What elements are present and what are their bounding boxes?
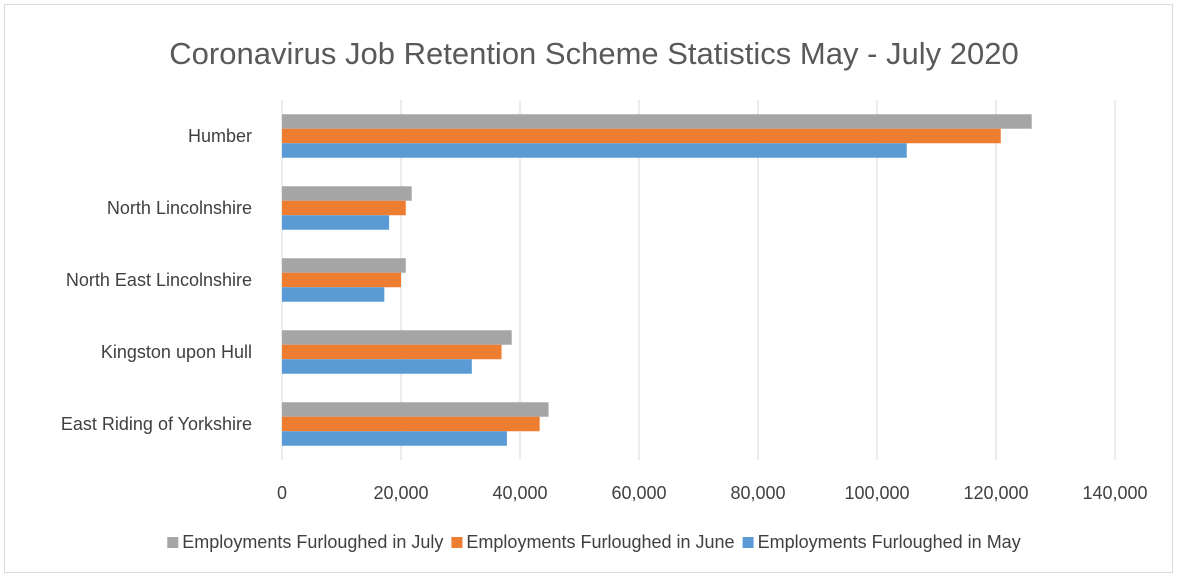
bar	[282, 200, 406, 216]
legend: Employments Furloughed in July Employment…	[167, 532, 1021, 552]
bar	[282, 359, 472, 374]
legend-item: Employments Furloughed in July	[167, 532, 443, 552]
legend-label: Employments Furloughed in July	[182, 532, 443, 552]
chart-title: Coronavirus Job Retention Scheme Statist…	[169, 36, 1018, 71]
bar	[282, 344, 502, 360]
x-tick-label: 120,000	[963, 483, 1028, 503]
category-label: Humber	[188, 126, 252, 146]
bar	[282, 258, 406, 273]
bar	[282, 287, 385, 302]
bar	[282, 402, 549, 417]
legend-item: Employments Furloughed in June	[451, 532, 735, 552]
legend-item: Employments Furloughed in May	[742, 532, 1021, 552]
legend-swatch	[167, 537, 179, 548]
chart-area	[4, 4, 1173, 573]
category-labels: Humber North Lincolnshire North East Linco…	[61, 126, 252, 434]
bars	[282, 114, 1032, 446]
bar	[282, 431, 507, 446]
x-tick-label: 80,000	[730, 483, 785, 503]
bar	[282, 143, 907, 158]
legend-label: Employments Furloughed in June	[466, 532, 734, 552]
x-tick-label: 140,000	[1082, 483, 1147, 503]
bar	[282, 114, 1032, 129]
legend-label: Employments Furloughed in May	[758, 532, 1021, 552]
bar	[282, 272, 401, 288]
legend-swatch	[451, 537, 463, 548]
x-tick-label: 60,000	[611, 483, 666, 503]
category-label: East Riding of Yorkshire	[61, 414, 252, 434]
bar	[282, 416, 540, 432]
x-axis-ticks: 0 20,000 40,000 60,000 80,000 100,000 120,000 1…	[277, 483, 1148, 503]
bar	[282, 330, 512, 345]
category-label: North Lincolnshire	[107, 198, 252, 218]
x-tick-label: 0	[277, 483, 287, 503]
category-label: North East Lincolnshire	[66, 270, 252, 290]
bar	[282, 186, 412, 201]
legend-swatch	[742, 537, 754, 548]
bar	[282, 128, 1001, 144]
bar	[282, 215, 390, 230]
x-tick-label: 100,000	[844, 483, 909, 503]
x-tick-label: 20,000	[373, 483, 428, 503]
category-label: Kingston upon Hull	[101, 342, 252, 362]
x-tick-label: 40,000	[492, 483, 547, 503]
